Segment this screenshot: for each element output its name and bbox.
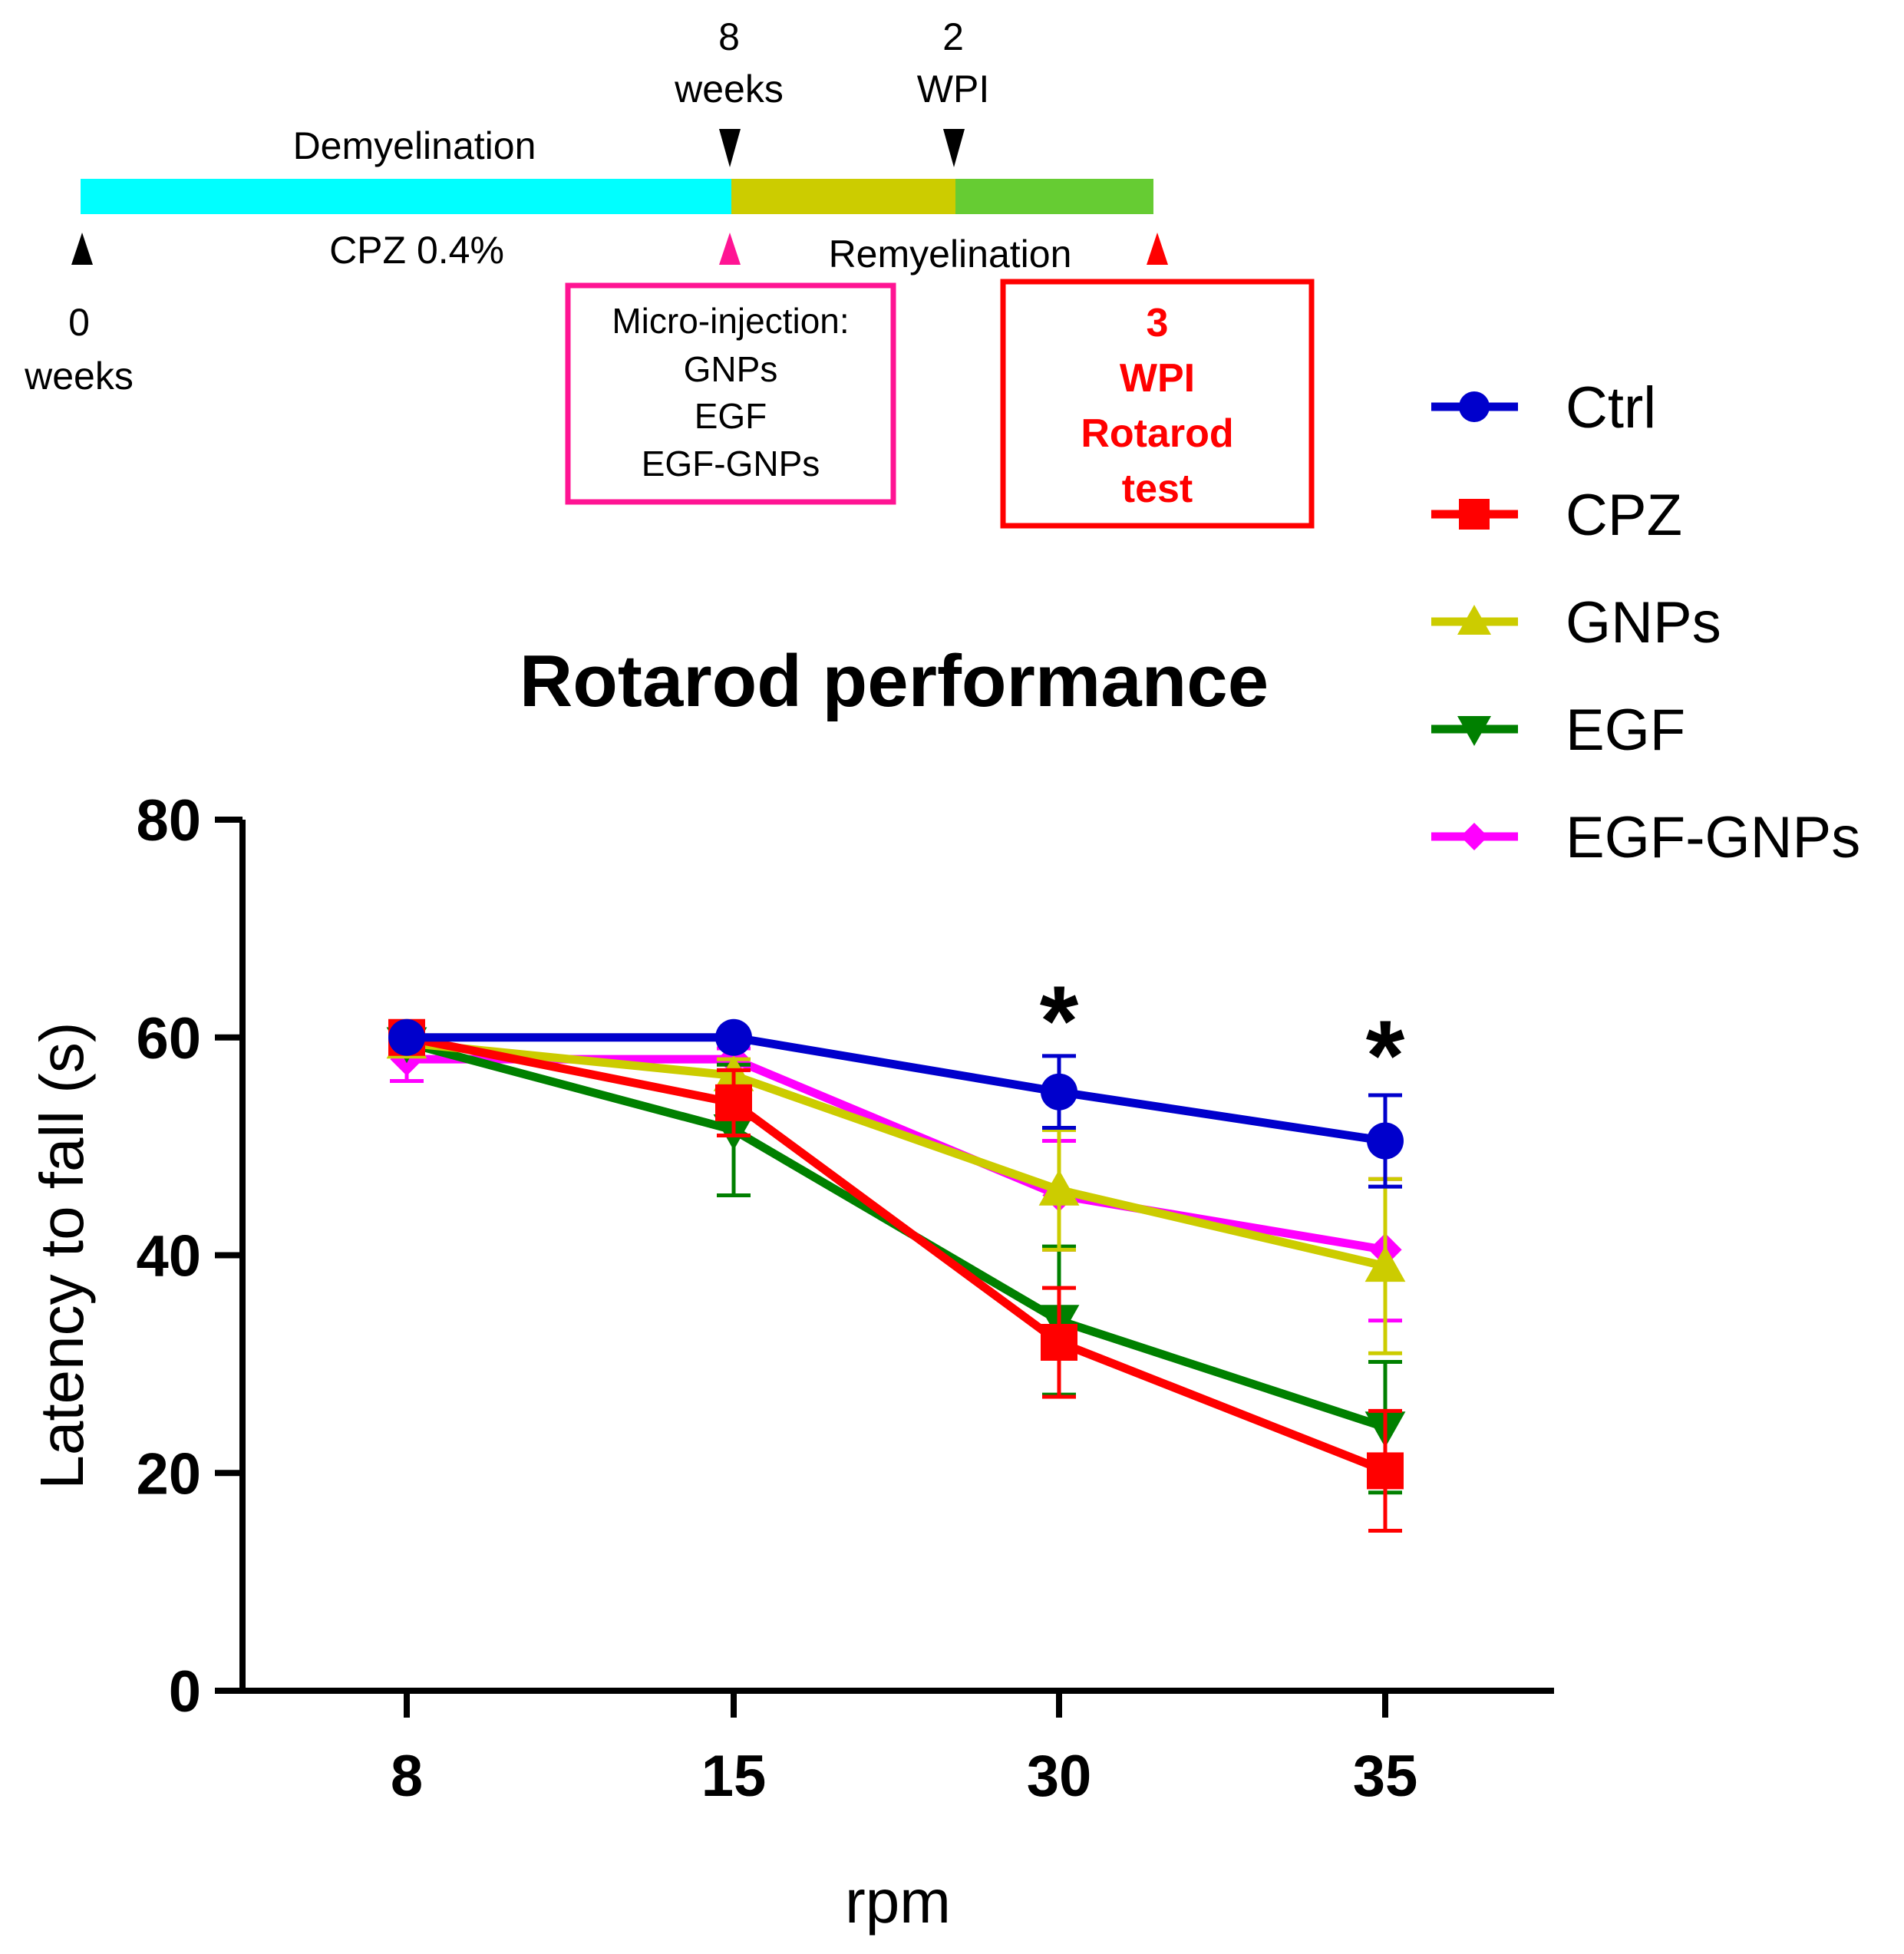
timeline-post-injection-bar [731, 179, 955, 214]
y-tick-label: 20 [136, 1441, 201, 1507]
x-axis-label: rpm [845, 1867, 951, 1936]
timeline-demyelination-bar [81, 179, 731, 214]
arrow-down-icon [719, 129, 741, 167]
injection-box-line: Micro-injection: [612, 301, 849, 341]
test-box-line: Rotarod [1081, 411, 1233, 456]
significance-star: * [1366, 999, 1405, 1111]
timeline: Demyelination CPZ 0.4% Remyelination 8 w… [24, 15, 1315, 529]
data-point-circle [1367, 1122, 1404, 1160]
timeline-remyelination-label: Remyelination [829, 233, 1072, 276]
test-box [1000, 279, 1315, 529]
data-point-circle [715, 1018, 752, 1056]
arrow-up-icon [719, 233, 741, 265]
y-tick-label: 0 [169, 1659, 201, 1725]
series-ctrl [388, 1018, 1404, 1189]
injection-box [565, 282, 896, 505]
y-tick-label: 60 [136, 1006, 201, 1071]
x-tick-label: 30 [1027, 1744, 1092, 1809]
data-point-square [1041, 1324, 1077, 1361]
series-line [407, 1033, 1386, 1145]
data-point-triangle-up [1364, 1246, 1406, 1282]
x-tick-label: 8 [391, 1744, 423, 1809]
data-point-circle [1459, 391, 1490, 422]
series-line [406, 1038, 1387, 1271]
y-tick-label: 40 [136, 1224, 201, 1289]
arrow-down-icon [943, 129, 965, 167]
timeline-cpz-label: CPZ 0.4% [329, 229, 504, 272]
data-point-triangle-up [1038, 1169, 1080, 1206]
legend-label: CPZ [1566, 483, 1682, 548]
test-box-line: WPI [1120, 356, 1195, 401]
injection-box-line: EGF [695, 396, 767, 436]
data-point-circle [1041, 1073, 1077, 1111]
series-cpz [388, 1018, 1404, 1533]
legend-item: CPZ [1431, 483, 1682, 548]
test-box-line: test [1122, 467, 1193, 511]
data-point-triangle-up [1457, 605, 1491, 635]
timeline-8-unit: weeks [674, 68, 784, 111]
x-ticks: 8 15 30 35 [391, 1691, 1417, 1809]
annotations: * * [1040, 965, 1405, 1111]
data-point-circle [388, 1018, 425, 1056]
data-point-triangle-down [1457, 716, 1491, 746]
x-tick-label: 35 [1353, 1744, 1418, 1809]
series-gnps [386, 1022, 1406, 1355]
data-point-square [1367, 1452, 1404, 1490]
chart-title: Rotarod performance [520, 640, 1269, 722]
y-tick-label: 80 [136, 788, 201, 853]
series-line [405, 1033, 1388, 1475]
legend-label: EGF-GNPs [1566, 805, 1860, 870]
arrow-up-icon [71, 233, 93, 265]
timeline-8-label: 8 [718, 15, 740, 58]
legend-label: GNPs [1566, 590, 1721, 655]
timeline-2-unit: WPI [917, 68, 989, 111]
arrow-up-icon [1147, 233, 1168, 265]
legend-label: EGF [1566, 698, 1685, 763]
timeline-2-label: 2 [942, 15, 964, 58]
legend-item: Ctrl [1431, 375, 1656, 441]
data-point-square [1459, 499, 1490, 530]
legend-item: EGF-GNPs [1431, 805, 1860, 870]
y-axis-label: Latency to fall (s) [28, 1022, 96, 1489]
significance-star: * [1040, 965, 1079, 1077]
legend-label: Ctrl [1566, 375, 1656, 441]
timeline-0-unit: weeks [24, 355, 134, 398]
data-point-diamond [1460, 823, 1488, 850]
timeline-0-label: 0 [68, 301, 90, 344]
y-ticks: 0 20 40 60 80 [136, 788, 243, 1725]
legend: Ctrl CPZ GNPs EGF EGF-GNPs [1431, 375, 1860, 870]
legend-item: EGF [1431, 698, 1685, 763]
series-layer [386, 1018, 1406, 1533]
timeline-remyelination-bar [955, 179, 1153, 214]
legend-item: GNPs [1431, 590, 1721, 655]
injection-box-line: EGF-GNPs [642, 444, 820, 484]
injection-box-line: GNPs [684, 349, 778, 389]
x-tick-label: 15 [701, 1744, 767, 1809]
data-point-square [715, 1084, 752, 1121]
timeline-demyelination-label: Demyelination [293, 124, 536, 167]
test-box-line: 3 [1147, 301, 1169, 345]
